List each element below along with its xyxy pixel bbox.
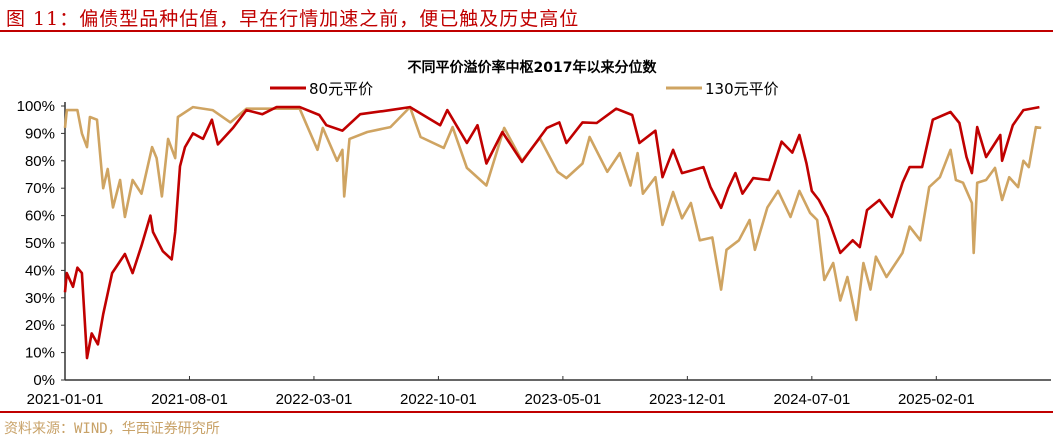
- y-tick-label: 70%: [25, 180, 55, 197]
- y-tick-label: 30%: [25, 290, 55, 307]
- source-note: 资料来源：WIND，华西证券研究所: [4, 421, 220, 437]
- source-divider: [0, 411, 1053, 413]
- x-tick-label: 2023-05-01: [525, 391, 602, 408]
- y-tick-label: 50%: [25, 235, 55, 252]
- y-tick-label: 100%: [17, 98, 55, 115]
- series-line-130: [63, 105, 1042, 322]
- y-tick-label: 60%: [25, 208, 55, 225]
- y-tick-label: 40%: [25, 262, 55, 279]
- x-tick-label: 2021-01-01: [27, 391, 104, 408]
- figure-title: 图 11：偏债型品种估值，早在行情加速之前，便已触及历史高位: [6, 8, 580, 30]
- x-tick-label: 2025-02-01: [898, 391, 975, 408]
- y-tick-label: 80%: [25, 153, 55, 170]
- x-tick-label: 2022-10-01: [400, 391, 477, 408]
- legend-label-80: 80元平价: [309, 80, 373, 98]
- x-tick-label: 2024-07-01: [773, 391, 850, 408]
- y-tick-label: 0%: [33, 372, 55, 389]
- x-tick-label: 2021-08-01: [151, 391, 228, 408]
- legend: 80元平价 130元平价: [270, 80, 779, 98]
- x-tick-label: 2023-12-01: [649, 391, 726, 408]
- series-line-80: [63, 105, 1040, 360]
- y-tick-label: 90%: [25, 125, 55, 142]
- x-tick-label: 2022-03-01: [276, 391, 353, 408]
- title-divider: [0, 30, 1053, 32]
- y-tick-label: 10%: [25, 345, 55, 362]
- y-tick-label: 20%: [25, 317, 55, 334]
- legend-label-130: 130元平价: [705, 80, 779, 98]
- chart-title: 不同平价溢价率中枢2017年以来分位数: [408, 59, 658, 76]
